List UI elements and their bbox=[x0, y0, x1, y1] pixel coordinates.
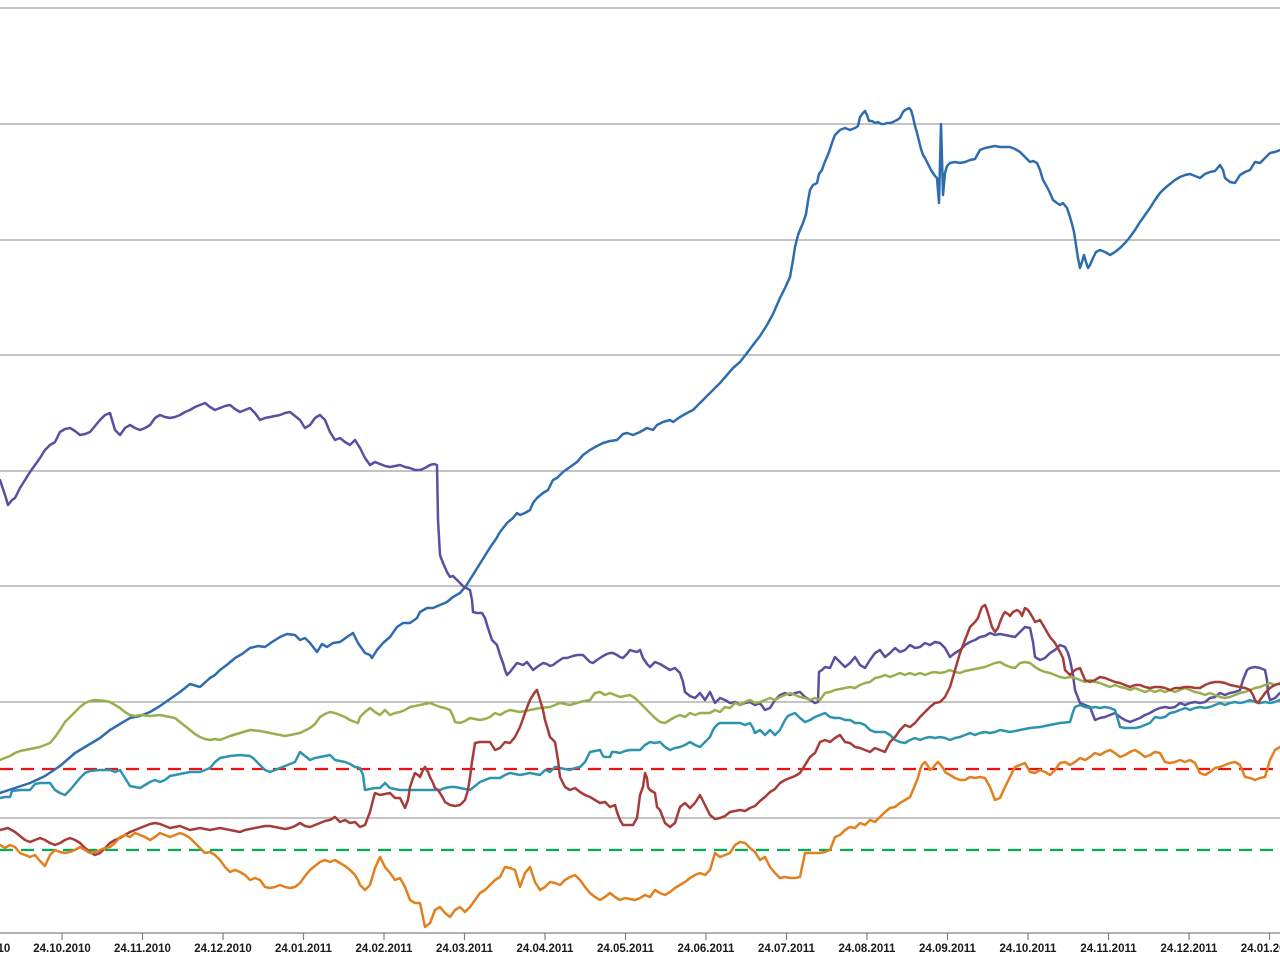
x-axis-label: 24.12.2011 bbox=[1161, 943, 1219, 955]
x-axis-label: 24.04.2011 bbox=[517, 943, 575, 955]
x-axis-label: 24.10.2011 bbox=[1000, 943, 1058, 955]
x-axis-label: 24.01.2012 bbox=[1241, 943, 1280, 955]
x-axis-label: 24.03.2011 bbox=[436, 943, 494, 955]
series-orange-line bbox=[0, 745, 1280, 929]
x-axis-label: 24.06.2011 bbox=[678, 943, 736, 955]
x-axis-label: 24.09.2011 bbox=[919, 943, 977, 955]
x-axis-label: 24.12.2010 bbox=[194, 943, 252, 955]
series-purple-line bbox=[0, 401, 1280, 724]
x-axis-label: 24.01.2011 bbox=[275, 943, 333, 955]
x-axis-label: 24.10.2010 bbox=[33, 943, 91, 955]
series-blue-line bbox=[0, 106, 1280, 795]
x-axis-label: 24.02.2011 bbox=[356, 943, 414, 955]
series-green-line bbox=[0, 660, 1280, 762]
series-teal-line bbox=[0, 698, 1280, 800]
x-axis-label: 24.05.2011 bbox=[597, 943, 655, 955]
x-axis-label: 24.08.2011 bbox=[839, 943, 897, 955]
x-axis-label: 24.09.2010 bbox=[0, 943, 10, 955]
series-darkred-line bbox=[0, 603, 1280, 857]
x-axis-label: 24.11.2011 bbox=[1080, 943, 1137, 955]
x-axis-label: 24.11.2010 bbox=[114, 943, 171, 955]
x-axis-label: 24.07.2011 bbox=[758, 943, 816, 955]
